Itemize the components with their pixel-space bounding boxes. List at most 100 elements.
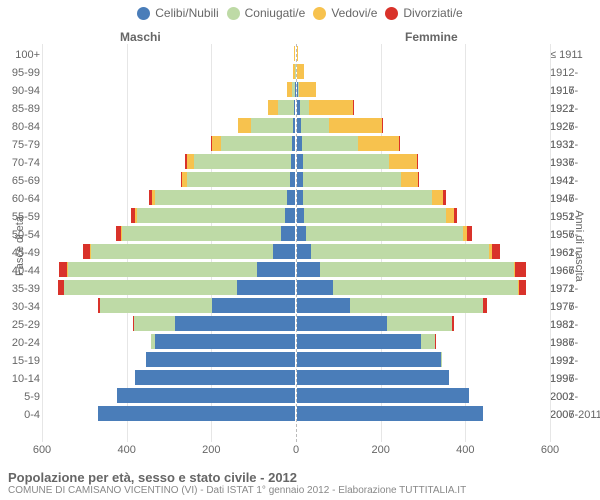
y-tick-age: 75-79 (0, 136, 40, 154)
population-pyramid-chart: Celibi/Nubili Coniugati/e Vedovi/e Divor… (0, 0, 600, 500)
bar-female (297, 226, 472, 241)
y-tick-age: 85-89 (0, 100, 40, 118)
y-tick-age: 45-49 (0, 244, 40, 262)
grid-line (550, 44, 551, 442)
y-tick-age: 15-19 (0, 352, 40, 370)
segment (303, 154, 390, 169)
segment (382, 118, 383, 133)
y-tick-age: 55-59 (0, 208, 40, 226)
x-tick: 200 (202, 444, 220, 456)
segment (454, 208, 458, 223)
y-tick-age: 100+ (0, 46, 40, 64)
bar-female (297, 100, 353, 115)
bar-row (42, 208, 550, 226)
plot-area: 100+95-9990-9485-8980-8475-7970-7465-696… (42, 44, 550, 442)
bar-female (297, 118, 383, 133)
bar-male (131, 208, 295, 223)
bar-female (297, 154, 418, 169)
bar-male (98, 298, 295, 313)
segment (238, 118, 250, 133)
bar-row (42, 316, 550, 334)
segment (452, 316, 453, 331)
bar-row (42, 280, 550, 298)
segment (304, 208, 446, 223)
bar-male (149, 190, 295, 205)
x-tick: 200 (371, 444, 389, 456)
x-tick: 0 (293, 444, 299, 456)
legend-item-divorced: Divorziati/e (385, 6, 462, 20)
segment (293, 118, 295, 133)
legend-label-widowed: Vedovi/e (331, 6, 377, 20)
bar-female (297, 46, 298, 61)
segment (135, 370, 295, 385)
bar-row (42, 370, 550, 388)
footer: Popolazione per età, sesso e stato civil… (8, 470, 466, 496)
y-axis-left: 100+95-9990-9485-8980-8475-7970-7465-696… (0, 44, 40, 442)
segment (387, 316, 453, 331)
bar-row (42, 406, 550, 424)
segment (290, 172, 295, 187)
legend-item-widowed: Vedovi/e (313, 6, 377, 20)
bar-male (293, 64, 295, 79)
bar-row (42, 100, 550, 118)
bar-female (297, 388, 469, 403)
segment (417, 154, 418, 169)
footer-title: Popolazione per età, sesso e stato civil… (8, 470, 466, 485)
label-female: Femmine (405, 30, 458, 44)
legend: Celibi/Nubili Coniugati/e Vedovi/e Divor… (0, 0, 600, 20)
segment (294, 46, 295, 61)
legend-label-single: Celibi/Nubili (155, 6, 218, 20)
bar-row (42, 172, 550, 190)
bar-female (297, 208, 457, 223)
y-tick-age: 30-34 (0, 298, 40, 316)
bar-male (294, 46, 295, 61)
segment (309, 100, 353, 115)
bar-female (297, 406, 483, 421)
bar-male (238, 118, 295, 133)
bar-male (117, 388, 295, 403)
segment (221, 136, 292, 151)
y-tick-age: 80-84 (0, 118, 40, 136)
segment (333, 280, 518, 295)
segment (257, 262, 295, 277)
bar-male (211, 136, 295, 151)
y-tick-age: 90-94 (0, 82, 40, 100)
bar-male (83, 244, 295, 259)
legend-item-single: Celibi/Nubili (137, 6, 218, 20)
segment (301, 118, 329, 133)
segment (492, 244, 500, 259)
legend-swatch-married (227, 7, 240, 20)
segment (212, 136, 221, 151)
label-male: Maschi (120, 30, 161, 44)
bar-row (42, 298, 550, 316)
bar-female (297, 82, 316, 97)
segment (303, 172, 401, 187)
y-tick-age: 5-9 (0, 388, 40, 406)
segment (278, 100, 294, 115)
legend-item-married: Coniugati/e (227, 6, 306, 20)
segment (281, 226, 295, 241)
segment (268, 100, 278, 115)
bar-row (42, 262, 550, 280)
bar-male (181, 172, 295, 187)
y-tick-age: 70-74 (0, 154, 40, 172)
bar-row (42, 190, 550, 208)
y-tick-age: 40-44 (0, 262, 40, 280)
segment (194, 154, 291, 169)
segment (302, 136, 358, 151)
bar-male (185, 154, 295, 169)
segment (122, 226, 281, 241)
segment (285, 208, 295, 223)
y-tick-age: 95-99 (0, 64, 40, 82)
segment (297, 388, 469, 403)
segment (292, 136, 295, 151)
segment (299, 82, 316, 97)
segment (320, 262, 513, 277)
y-tick-birth: ≤ 1911 (550, 46, 600, 64)
x-tick: 600 (541, 444, 559, 456)
bar-female (297, 262, 526, 277)
segment (297, 352, 441, 367)
bar-female (297, 334, 435, 349)
segment (64, 280, 237, 295)
y-tick-age: 20-24 (0, 334, 40, 352)
